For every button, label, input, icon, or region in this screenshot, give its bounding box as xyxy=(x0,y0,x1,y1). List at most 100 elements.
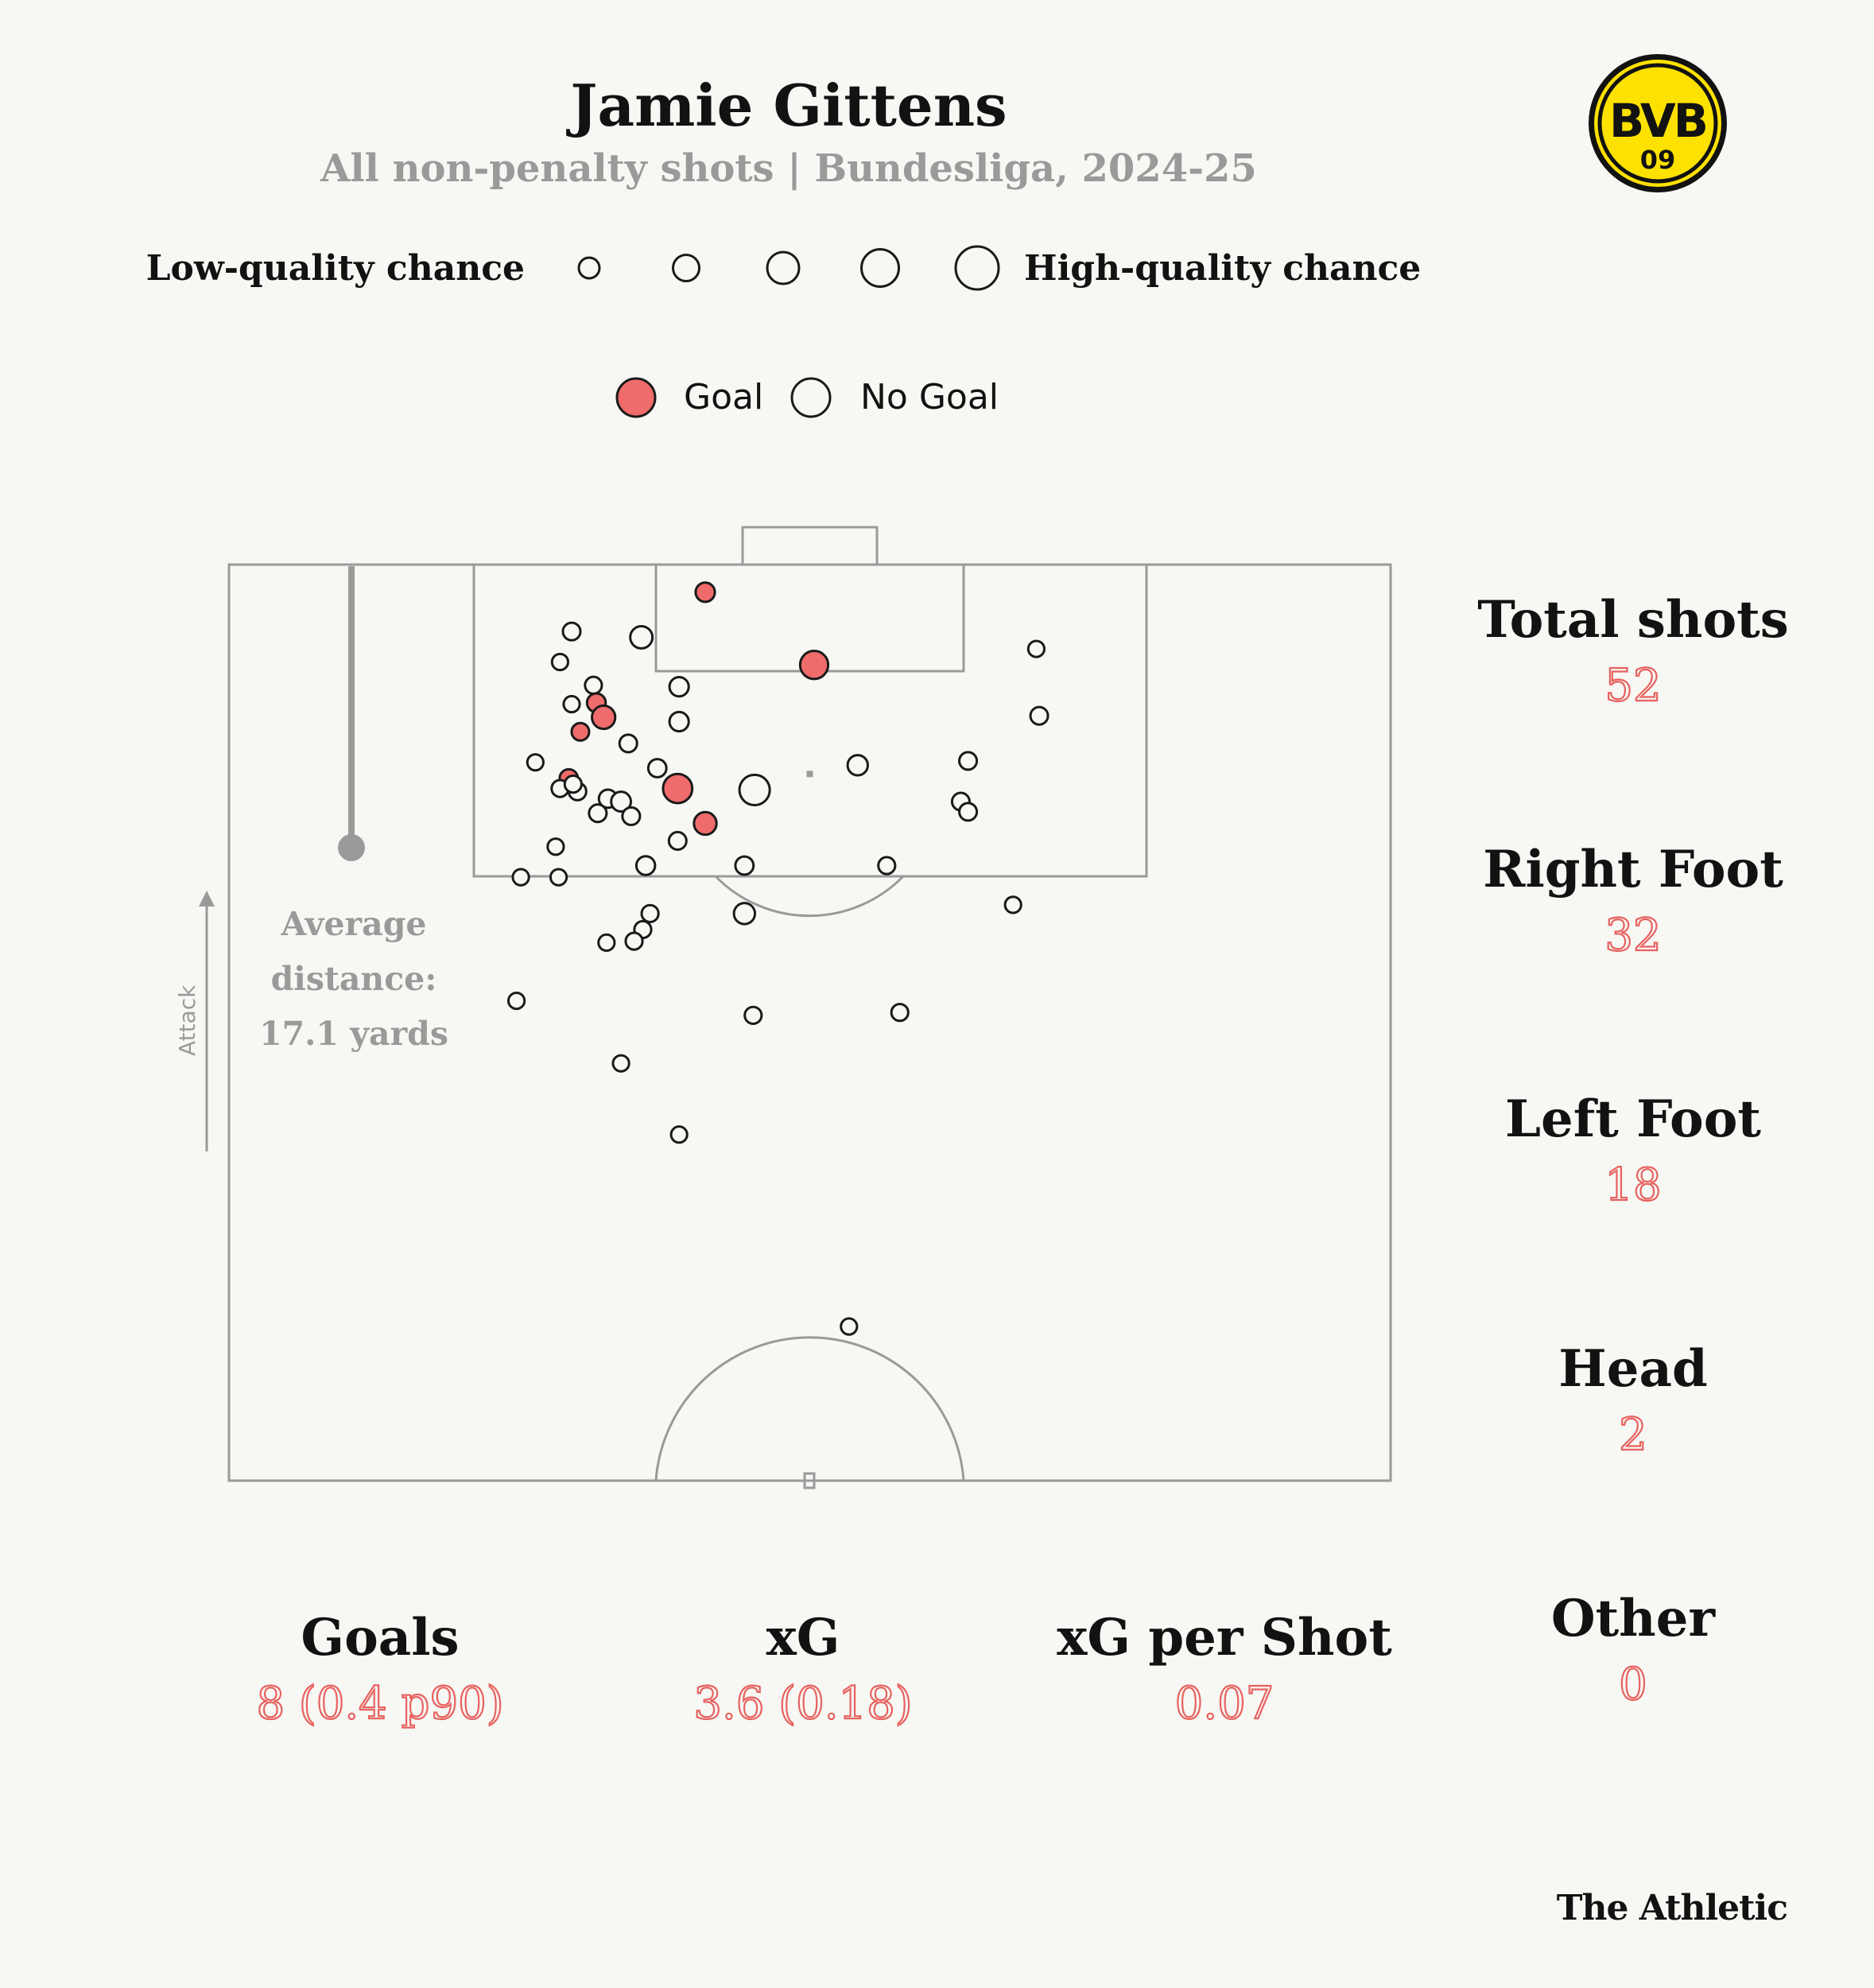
stat-label: Goals xyxy=(301,1608,460,1668)
penalty-arc xyxy=(714,875,905,918)
pitch xyxy=(199,526,1392,1489)
shot-no-goal xyxy=(668,710,690,733)
stat-right-foot: Right Foot 32 xyxy=(1434,840,1832,964)
shot-no-goal xyxy=(1003,895,1022,914)
shot-no-goal xyxy=(1026,639,1046,658)
stat-label: Head xyxy=(1558,1339,1708,1399)
shot-no-goal xyxy=(840,1317,859,1336)
shot-no-goal xyxy=(668,676,690,698)
attack-arrow-head xyxy=(199,891,215,907)
shot-no-goal xyxy=(549,868,568,887)
shot-no-goal xyxy=(550,652,570,672)
size-legend-circle xyxy=(766,250,801,285)
svg-text:09: 09 xyxy=(1640,145,1676,175)
shots-layer xyxy=(506,581,1050,1336)
average-distance-line3: 17.1 yards xyxy=(259,1015,448,1053)
shot-no-goal xyxy=(618,733,638,754)
shot-no-goal xyxy=(732,902,757,926)
shot-no-goal xyxy=(738,773,771,807)
shot-no-goal xyxy=(546,837,565,856)
size-legend-circle xyxy=(954,245,1000,291)
penalty-spot xyxy=(806,771,813,778)
stat-value: 8 (0.4 p90) xyxy=(255,1677,504,1730)
shot-no-goal xyxy=(624,931,644,951)
shot-goal xyxy=(570,721,591,742)
goal xyxy=(741,526,879,566)
shot-no-goal xyxy=(958,751,979,771)
average-distance-label: Average distance: 17.1 yards xyxy=(239,897,469,1062)
shot-no-goal xyxy=(743,1005,763,1025)
goal-legend-marker xyxy=(615,377,657,418)
shot-no-goal xyxy=(610,790,632,813)
stat-head: Head 2 xyxy=(1434,1339,1832,1463)
attack-label: Attack xyxy=(174,984,200,1056)
no-goal-legend-label: No Goal xyxy=(860,377,999,417)
shot-no-goal xyxy=(511,868,530,887)
average-distance-line2: distance: xyxy=(270,960,437,998)
centre-circle xyxy=(654,1336,965,1481)
stat-left-foot: Left Foot 18 xyxy=(1434,1089,1832,1213)
stat-goals: Goals 8 (0.4 p90) xyxy=(181,1608,579,1732)
size-legend-circle xyxy=(672,254,700,282)
shot-no-goal xyxy=(846,754,869,777)
stat-value: 3.6 (0.18) xyxy=(693,1677,913,1730)
stat-value: 32 xyxy=(1604,909,1662,962)
brand-logo: The Athletic xyxy=(1556,1888,1788,1928)
shot-no-goal xyxy=(506,991,526,1011)
stat-value: 18 xyxy=(1604,1159,1662,1212)
stat-xg: xG 3.6 (0.18) xyxy=(604,1608,1002,1732)
no-goal-legend-marker xyxy=(790,377,832,418)
shot-no-goal xyxy=(667,830,688,851)
svg-text:BVB: BVB xyxy=(1609,94,1706,148)
shot-no-goal xyxy=(526,753,545,772)
shot-no-goal xyxy=(588,803,608,824)
shot-no-goal xyxy=(1029,705,1050,726)
shot-goal xyxy=(662,772,694,805)
shot-no-goal xyxy=(734,855,755,876)
shot-no-goal xyxy=(621,806,642,826)
shot-no-goal xyxy=(562,694,581,714)
shot-no-goal xyxy=(584,675,603,695)
shot-no-goal xyxy=(563,775,583,794)
stat-total-shots: Total shots 52 xyxy=(1434,590,1832,714)
legend-high-quality: High-quality chance xyxy=(1024,248,1422,289)
stat-value: 0.07 xyxy=(1174,1677,1275,1730)
size-legend-circles xyxy=(577,245,1000,291)
stat-value: 0 xyxy=(1618,1658,1648,1711)
shot-no-goal xyxy=(640,903,660,923)
average-distance-marker xyxy=(338,834,365,861)
shot-goal xyxy=(693,810,718,837)
stat-label: Total shots xyxy=(1477,590,1789,650)
shot-goal xyxy=(798,650,830,681)
centre-spot xyxy=(803,1472,816,1489)
stat-label: Left Foot xyxy=(1505,1089,1761,1149)
chart-title: Jamie Gittens xyxy=(570,72,1007,139)
average-distance-line1: Average xyxy=(281,905,427,943)
stat-other: Other 0 xyxy=(1434,1589,1832,1713)
stat-xg-per-shot: xG per Shot 0.07 xyxy=(1026,1608,1423,1732)
stat-label: Right Foot xyxy=(1483,840,1783,899)
shot-goal xyxy=(591,704,617,731)
stat-label: xG xyxy=(766,1608,840,1668)
shot-no-goal xyxy=(561,621,582,642)
chart-subtitle: All non-penalty shots | Bundesliga, 2024… xyxy=(320,146,1257,191)
stat-label: xG per Shot xyxy=(1057,1608,1392,1668)
shot-no-goal xyxy=(669,1125,689,1144)
club-logo: BVB 09 xyxy=(1589,54,1727,192)
shot-no-goal xyxy=(597,933,616,953)
goal-legend-label: Goal xyxy=(684,377,764,417)
shot-no-goal xyxy=(634,855,657,876)
shot-no-goal xyxy=(877,856,897,876)
stat-label: Other xyxy=(1550,1589,1716,1648)
size-legend-circle xyxy=(860,248,900,288)
legend-low-quality: Low-quality chance xyxy=(145,248,525,289)
shot-no-goal xyxy=(629,624,654,650)
shot-no-goal xyxy=(890,1003,910,1023)
stat-value: 2 xyxy=(1618,1408,1648,1462)
shot-no-goal xyxy=(611,1054,630,1073)
shot-no-goal xyxy=(646,758,668,779)
size-legend-circle xyxy=(577,256,601,280)
stat-value: 52 xyxy=(1604,659,1662,712)
shot-goal xyxy=(694,581,716,604)
shot-no-goal xyxy=(958,802,979,822)
